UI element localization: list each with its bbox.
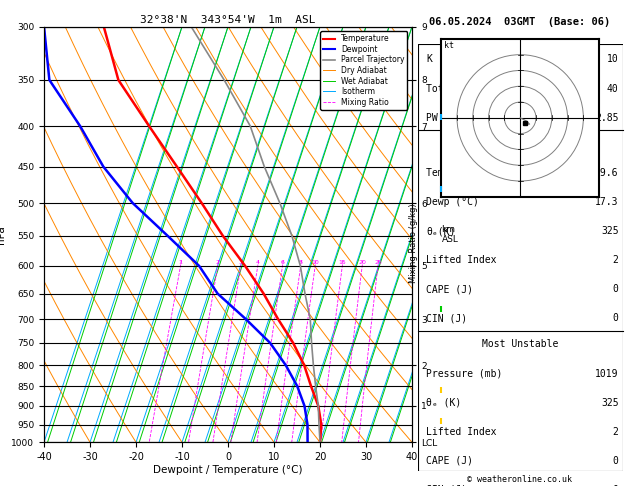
Text: CIN (J): CIN (J): [426, 313, 467, 323]
Text: 2: 2: [613, 255, 619, 265]
Text: 4: 4: [256, 260, 260, 265]
Text: K: K: [426, 54, 432, 65]
Text: 40: 40: [607, 84, 619, 93]
X-axis label: Dewpoint / Temperature (°C): Dewpoint / Temperature (°C): [153, 465, 303, 475]
Text: Lifted Index: Lifted Index: [426, 255, 497, 265]
Text: CAPE (J): CAPE (J): [426, 284, 474, 294]
Text: 6: 6: [281, 260, 284, 265]
Text: kt: kt: [444, 41, 454, 51]
Text: 0: 0: [613, 284, 619, 294]
Text: Surface: Surface: [500, 139, 541, 149]
Text: θₑ (K): θₑ (K): [426, 398, 462, 408]
Text: 25: 25: [374, 260, 382, 265]
Y-axis label: hPa: hPa: [0, 225, 6, 244]
Text: 3: 3: [239, 260, 243, 265]
Text: © weatheronline.co.uk: © weatheronline.co.uk: [467, 474, 572, 484]
Text: Most Unstable: Most Unstable: [482, 339, 559, 349]
Title: 32°38'N  343°54'W  1m  ASL: 32°38'N 343°54'W 1m ASL: [140, 15, 316, 25]
Text: 17.3: 17.3: [595, 197, 619, 207]
Text: 0: 0: [613, 485, 619, 486]
Text: 1: 1: [179, 260, 182, 265]
Text: PW (cm): PW (cm): [426, 113, 467, 122]
Text: Mixing Ratio (g/kg): Mixing Ratio (g/kg): [409, 203, 418, 283]
Text: Temp (°C): Temp (°C): [426, 168, 479, 178]
Text: 19.6: 19.6: [595, 168, 619, 178]
Text: CIN (J): CIN (J): [426, 485, 467, 486]
Text: 20: 20: [359, 260, 366, 265]
Legend: Temperature, Dewpoint, Parcel Trajectory, Dry Adiabat, Wet Adiabat, Isotherm, Mi: Temperature, Dewpoint, Parcel Trajectory…: [320, 32, 408, 110]
Y-axis label: km
ASL: km ASL: [442, 225, 459, 244]
Text: CAPE (J): CAPE (J): [426, 456, 474, 466]
Text: 10: 10: [311, 260, 319, 265]
Text: 0: 0: [613, 313, 619, 323]
Text: θₑ(K): θₑ(K): [426, 226, 456, 236]
Text: 8: 8: [299, 260, 303, 265]
Text: 2.85: 2.85: [595, 113, 619, 122]
Text: Lifted Index: Lifted Index: [426, 427, 497, 437]
Text: 325: 325: [601, 398, 619, 408]
Text: 06.05.2024  03GMT  (Base: 06): 06.05.2024 03GMT (Base: 06): [429, 17, 610, 27]
Text: Dewp (°C): Dewp (°C): [426, 197, 479, 207]
Text: 1019: 1019: [595, 368, 619, 379]
Text: 2: 2: [613, 427, 619, 437]
Text: 325: 325: [601, 226, 619, 236]
Text: 10: 10: [607, 54, 619, 65]
Text: 15: 15: [338, 260, 346, 265]
Text: Totals Totals: Totals Totals: [426, 84, 503, 93]
Text: 2: 2: [216, 260, 220, 265]
Text: Pressure (mb): Pressure (mb): [426, 368, 503, 379]
Text: 0: 0: [613, 456, 619, 466]
